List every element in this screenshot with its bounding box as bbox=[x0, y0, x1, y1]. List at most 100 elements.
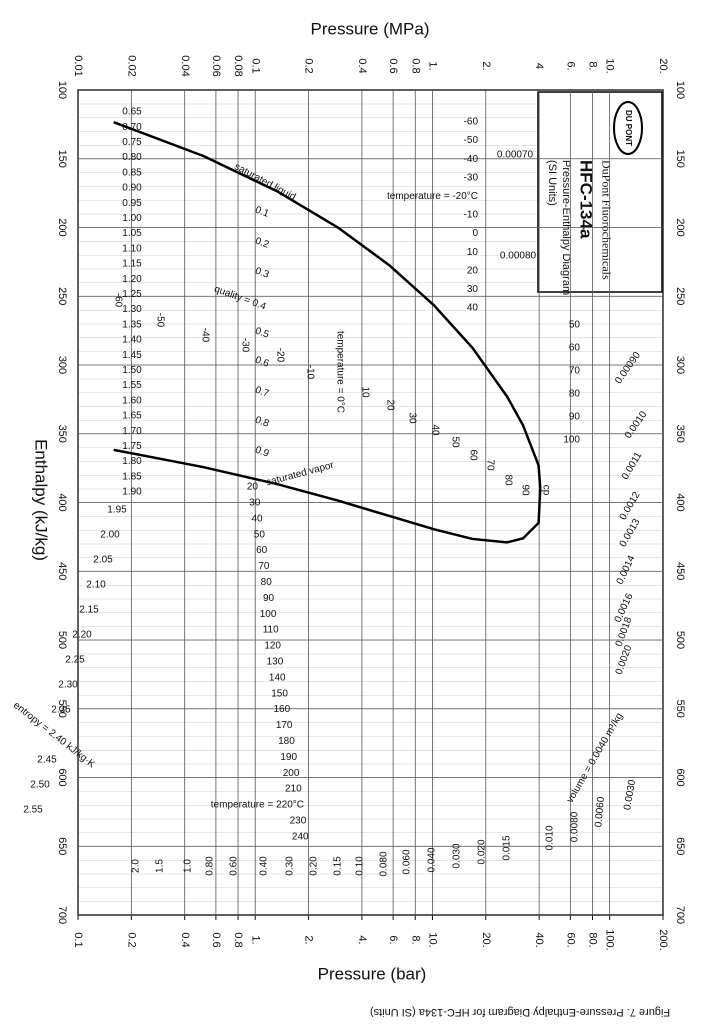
entropy-label: 1.05 bbox=[122, 228, 142, 239]
superheat-isotherm-label: 150 bbox=[271, 688, 288, 699]
x-tick-label: 0.04 bbox=[179, 55, 191, 76]
entropy-label: 1.80 bbox=[122, 456, 142, 467]
entropy-label: 1.00 bbox=[122, 213, 142, 224]
x2-tick-label: 80. bbox=[587, 932, 599, 947]
isotherm-label: 40 bbox=[467, 303, 479, 314]
entropy-label: 1.55 bbox=[122, 380, 142, 391]
entropy-label: 2.10 bbox=[86, 580, 106, 591]
liquid-isotherm-label: 30 bbox=[406, 412, 417, 424]
x2-tick-label: 8. bbox=[409, 935, 421, 944]
x-tick-label: 0.01 bbox=[72, 55, 84, 76]
x-tick-label: 8. bbox=[587, 61, 599, 70]
product: HFC-134a bbox=[577, 160, 596, 239]
entropy-label: 0.65 bbox=[122, 107, 142, 118]
logo-text: DU PONT bbox=[624, 110, 633, 146]
isotherm-label: -50 bbox=[464, 135, 479, 146]
x-tick-label: 0.8 bbox=[409, 58, 421, 73]
isotherm-label: 60 bbox=[569, 343, 581, 354]
isotherm-label: 70 bbox=[569, 366, 581, 377]
isotherm-label: -30 bbox=[464, 172, 479, 183]
x2-tick-label: 40. bbox=[533, 932, 545, 947]
quality-label: 0.1 bbox=[254, 205, 271, 220]
quality-label: 0.6 bbox=[254, 355, 271, 370]
entropy-label: 1.15 bbox=[122, 259, 142, 270]
entropy-label: 2.20 bbox=[72, 630, 92, 641]
superheat-isotherm-label: 160 bbox=[274, 704, 291, 715]
entropy-label: 1.70 bbox=[122, 426, 142, 437]
y-tick-label-right: 600 bbox=[674, 768, 686, 786]
y-tick-label: 100 bbox=[56, 81, 68, 99]
volume-label: 0.0080 bbox=[570, 811, 581, 842]
company: DuPont Fluorochemicals bbox=[599, 160, 613, 280]
x2-tick-label: 0.4 bbox=[179, 932, 191, 947]
entropy-label: 1.90 bbox=[122, 487, 142, 498]
isotherm-label: 100 bbox=[563, 435, 580, 446]
entropy-label: 0.90 bbox=[122, 183, 142, 194]
y-axis-title: Enthalpy (kJ/kg) bbox=[32, 439, 51, 561]
entropy-label: 2.15 bbox=[79, 605, 99, 616]
volume-label: 0.30 bbox=[285, 856, 296, 876]
superheat-isotherm-label: 190 bbox=[280, 752, 297, 763]
superheat-isotherm-label: 40 bbox=[251, 513, 263, 524]
x2-tick-label: 200. bbox=[657, 929, 669, 950]
x-tick-label: 6. bbox=[564, 61, 576, 70]
liquid-isotherm-label: 50 bbox=[449, 436, 460, 448]
entropy-label: 2.50 bbox=[30, 780, 50, 791]
volume-label: 0.20 bbox=[309, 856, 320, 876]
entropy-label: 1.95 bbox=[107, 505, 127, 516]
volume-label: 0.015 bbox=[502, 835, 513, 860]
entropy-label: 0.85 bbox=[122, 167, 142, 178]
liquid-isotherm-label: 10 bbox=[359, 386, 370, 398]
volume-label: 0.040 bbox=[427, 847, 438, 872]
volume-label: 2.0 bbox=[131, 859, 142, 873]
chart-title: Pressure (MPa) bbox=[310, 19, 429, 38]
x2-tick-label: 60. bbox=[564, 932, 576, 947]
liquid-isotherm-label: -60 bbox=[112, 293, 123, 308]
y-tick-label-right: 200 bbox=[674, 218, 686, 236]
quality-label: 0.9 bbox=[254, 445, 271, 460]
caption: Figure 7. Pressure-Enthalpy Diagram for … bbox=[370, 1006, 670, 1018]
y-tick-label: 450 bbox=[56, 562, 68, 580]
superheat-isotherm-label: 120 bbox=[264, 641, 281, 652]
volume-label: 1.5 bbox=[155, 859, 166, 873]
volume-label: 0.020 bbox=[477, 839, 488, 864]
entropy-label: 0.95 bbox=[122, 198, 142, 209]
superheat-isotherm-label: 180 bbox=[278, 736, 295, 747]
volume-label: 0.60 bbox=[229, 856, 240, 876]
y-tick-label-right: 300 bbox=[674, 356, 686, 374]
y-tick-label: 400 bbox=[56, 493, 68, 511]
entropy-label: 1.10 bbox=[122, 243, 142, 254]
quality-label: 0.5 bbox=[254, 326, 271, 341]
superheat-isotherm-label: 200 bbox=[283, 768, 300, 779]
x-tick-label: 0.6 bbox=[387, 58, 399, 73]
x2-axis-title: Pressure (bar) bbox=[318, 964, 427, 983]
x2-tick-label: 20. bbox=[480, 932, 492, 947]
x2-tick-label: 100. bbox=[604, 929, 616, 950]
isotherm-label: 80 bbox=[569, 389, 581, 400]
x2-tick-label: 4. bbox=[356, 935, 368, 944]
x2-tick-label: 0.1 bbox=[72, 932, 84, 947]
superheat-isotherm-label: 50 bbox=[254, 529, 266, 540]
y-tick-label-right: 550 bbox=[674, 700, 686, 718]
volume-label: 0.080 bbox=[379, 851, 390, 876]
superheat-isotherm-label: 140 bbox=[269, 672, 286, 683]
entropy-label: 1.85 bbox=[122, 471, 142, 482]
volume-label: 0.80 bbox=[205, 856, 216, 876]
x-tick-label: 0.2 bbox=[303, 58, 315, 73]
x2-tick-label: 0.8 bbox=[232, 932, 244, 947]
superheat-isotherm-label: 170 bbox=[276, 720, 293, 731]
volume-label: 1.0 bbox=[183, 859, 194, 873]
x2-tick-label: 2. bbox=[303, 935, 315, 944]
superheat-isotherm-label: 210 bbox=[285, 784, 302, 795]
x2-tick-label: 0.6 bbox=[210, 932, 222, 947]
x2-tick-label: 0.2 bbox=[125, 932, 137, 947]
y-tick-label: 500 bbox=[56, 631, 68, 649]
y-tick-label: 350 bbox=[56, 425, 68, 443]
x-tick-label: 20. bbox=[657, 58, 669, 73]
saturation-curve bbox=[113, 448, 542, 544]
superheat-isotherm-label: 90 bbox=[263, 593, 275, 604]
entropy-label: 1.60 bbox=[122, 395, 142, 406]
volume-label: 0.10 bbox=[355, 856, 366, 876]
quality-label: 0.8 bbox=[254, 415, 271, 430]
